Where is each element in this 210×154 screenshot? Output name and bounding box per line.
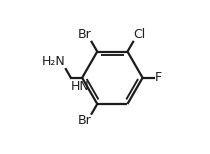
Text: Br: Br xyxy=(77,28,91,41)
Text: F: F xyxy=(155,71,162,84)
Text: Br: Br xyxy=(77,114,91,127)
Text: HN: HN xyxy=(71,80,90,93)
Text: Cl: Cl xyxy=(134,28,146,41)
Text: H₂N: H₂N xyxy=(42,55,65,68)
